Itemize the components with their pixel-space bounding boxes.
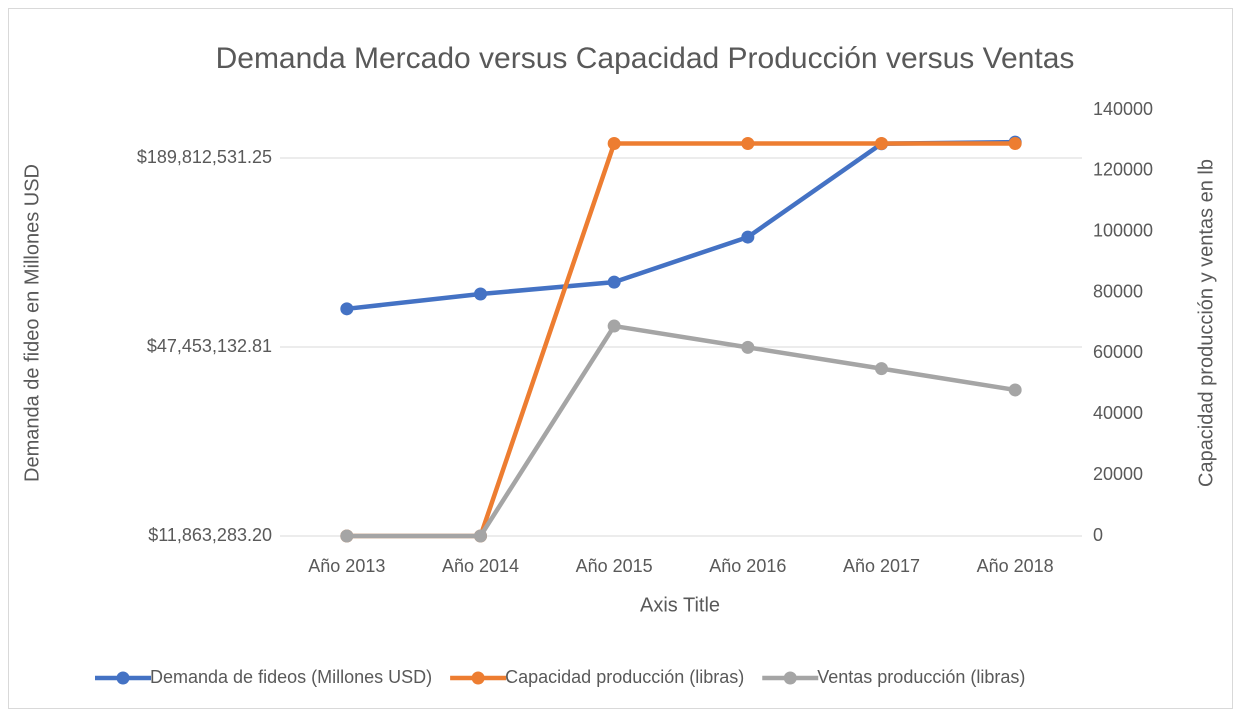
y2-tick-label: 120000	[1093, 160, 1153, 180]
legend-label: Ventas producción (libras)	[817, 667, 1025, 687]
chart-title: Demanda Mercado versus Capacidad Producc…	[216, 42, 1075, 75]
x-tick-label: Año 2015	[576, 556, 653, 576]
legend-label: Demanda de fideos (Millones USD)	[150, 667, 432, 687]
legend-marker	[116, 671, 130, 685]
data-point	[607, 275, 621, 289]
y-tick-label: $189,812,531.25	[137, 147, 272, 167]
y2-axis-title: Capacidad producción y ventas en lb	[1195, 159, 1217, 487]
y2-tick-label: 140000	[1093, 99, 1153, 119]
legend-marker	[471, 671, 485, 685]
y-tick-label: $47,453,132.81	[147, 336, 272, 356]
x-tick-label: Año 2016	[709, 556, 786, 576]
x-tick-label: Año 2014	[442, 556, 519, 576]
data-point	[1008, 136, 1022, 150]
y2-tick-label: 20000	[1093, 464, 1143, 484]
y-axis-title: Demanda de fideo en Millones USD	[21, 164, 43, 482]
x-tick-label: Año 2017	[843, 556, 920, 576]
x-tick-label: Año 2013	[308, 556, 385, 576]
y2-tick-label: 40000	[1093, 403, 1143, 423]
y2-tick-label: 60000	[1093, 342, 1143, 362]
x-tick-label: Año 2018	[977, 556, 1054, 576]
data-point	[340, 302, 354, 316]
data-point	[741, 340, 755, 354]
data-point	[340, 529, 354, 543]
data-point	[1008, 383, 1022, 397]
y2-tick-label: 0	[1093, 525, 1103, 545]
data-point	[741, 230, 755, 244]
y2-tick-label: 80000	[1093, 281, 1143, 301]
data-point	[875, 362, 888, 376]
y-tick-label: $11,863,283.20	[148, 525, 272, 545]
data-point	[607, 136, 621, 150]
legend-marker	[783, 671, 797, 685]
chart-border	[8, 8, 1233, 709]
series-line	[346, 323, 1016, 539]
data-point	[474, 287, 487, 301]
data-point	[741, 136, 755, 150]
data-point	[607, 319, 621, 333]
x-axis-title: Axis Title	[640, 594, 720, 616]
legend-label: Capacidad producción (libras)	[505, 667, 744, 687]
y2-tick-label: 100000	[1093, 220, 1153, 240]
data-point	[875, 136, 888, 150]
data-point	[474, 529, 487, 543]
